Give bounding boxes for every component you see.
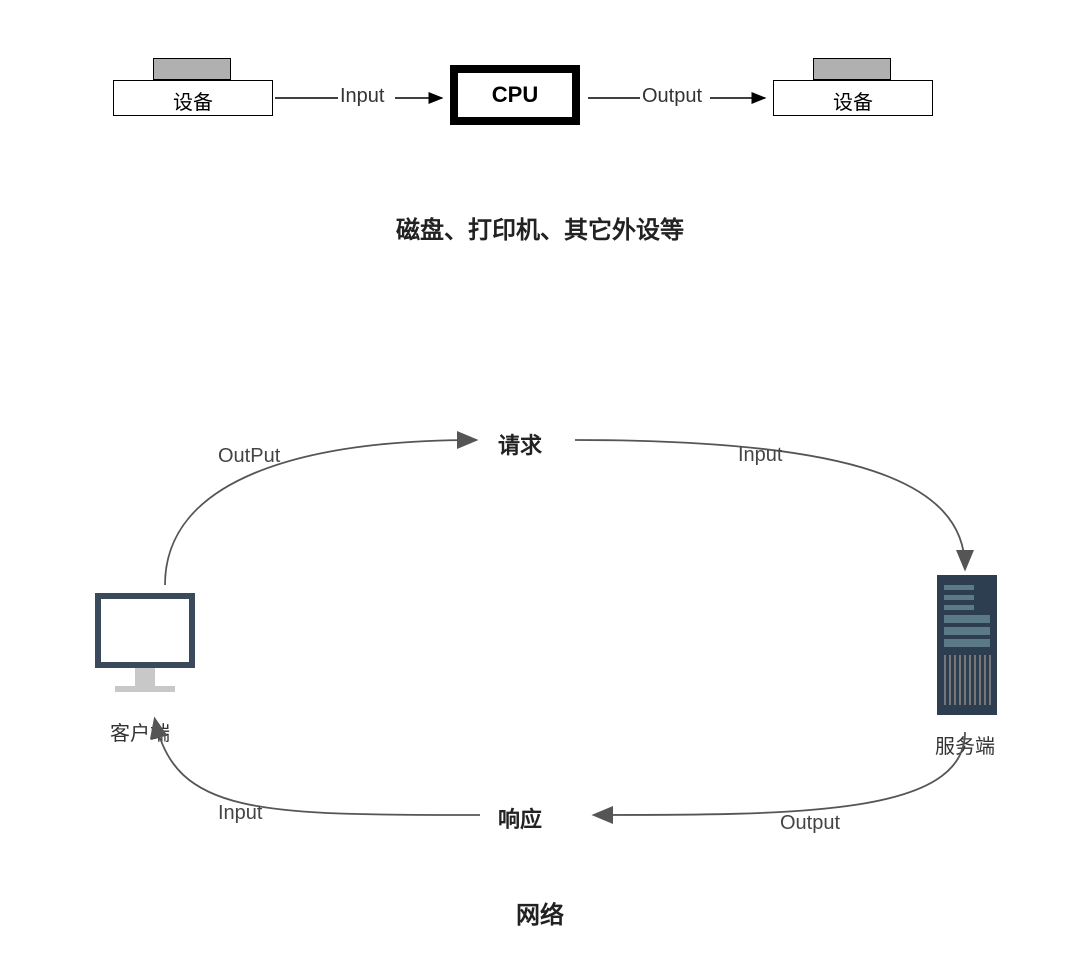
response-output-label: Output [780, 812, 840, 835]
bottom-caption: 网络 [0, 895, 1080, 930]
top-arrows [0, 50, 1080, 170]
output-label: Output [642, 85, 702, 108]
request-input-label: Input [738, 444, 782, 467]
response-input-label: Input [218, 802, 262, 825]
input-label: Input [340, 85, 384, 108]
top-io-diagram: 设备 CPU 设备 Input Output [0, 50, 1080, 140]
bottom-network-diagram: 客户端 服务端 请求 OutPut Input [0, 420, 1080, 870]
request-label: 请求 [498, 428, 542, 460]
response-label: 响应 [498, 802, 542, 834]
top-caption: 磁盘、打印机、其它外设等 [0, 210, 1080, 245]
request-output-label: OutPut [218, 445, 280, 468]
